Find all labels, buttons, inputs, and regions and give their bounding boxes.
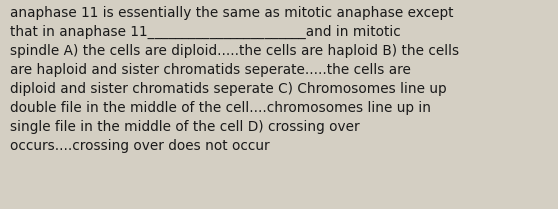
Text: anaphase 11 is essentially the same as mitotic anaphase except
that in anaphase : anaphase 11 is essentially the same as m… bbox=[10, 6, 459, 153]
